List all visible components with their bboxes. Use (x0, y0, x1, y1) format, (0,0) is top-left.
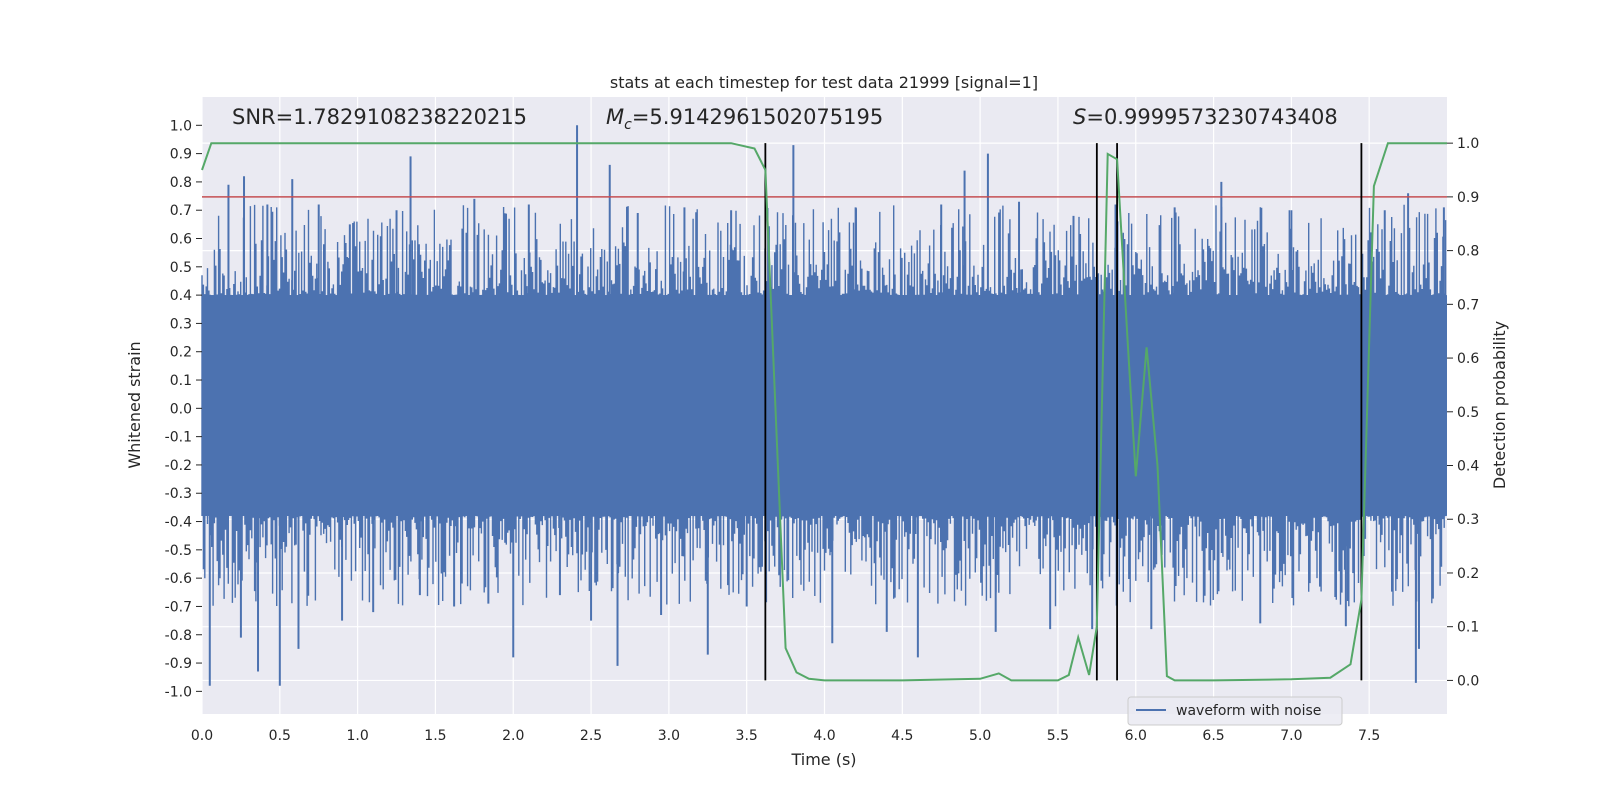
y2-tick-label: 0.8 (1457, 244, 1479, 260)
chirp-mass-subscript: c (624, 117, 632, 133)
x-tick-label: 0.5 (269, 728, 291, 744)
x-tick-label: 3.0 (658, 728, 680, 744)
chirp-mass-symbol: M (606, 105, 624, 129)
chart-title: stats at each timestep for test data 219… (610, 73, 1038, 92)
chirp-mass-value: =5.9142961502075195 (632, 105, 883, 129)
y-tick-label: 0.0 (170, 401, 192, 417)
y-tick-label: 0.8 (170, 175, 192, 191)
x-tick-label: 1.5 (424, 728, 446, 744)
y-tick-label: 0.4 (170, 288, 192, 304)
x-tick-label: 5.0 (969, 728, 991, 744)
x-tick-label: 3.5 (736, 728, 758, 744)
y-tick-label: -0.3 (165, 486, 192, 502)
y-tick-label: 0.3 (170, 316, 192, 332)
s-annotation: S=0.9999573230743408 (1073, 105, 1338, 129)
snr-annotation: SNR=1.7829108238220215 (232, 105, 527, 129)
legend-box (1127, 696, 1343, 726)
y-axis-label: Whitened strain (125, 341, 144, 468)
x-tick-label: 7.5 (1358, 728, 1380, 744)
y2-tick-label: 0.9 (1457, 190, 1479, 206)
x-tick-label: 0.0 (191, 728, 213, 744)
y2-axis-ticks: 1.0 0.9 0.8 0.7 0.6 0.5 0.4 0.3 0.2 0.1 0.0 (1447, 136, 1479, 689)
y2-tick-label: 1.0 (1457, 136, 1479, 152)
y-tick-label: -0.6 (165, 571, 192, 587)
y-tick-label: 0.9 (170, 147, 192, 163)
s-symbol: S (1073, 105, 1086, 129)
y2-tick-label: 0.0 (1457, 673, 1479, 689)
y-axis-ticks: 1.0 0.9 0.8 0.7 0.6 0.5 0.4 0.3 0.2 0.1 0.0 -0.1 -0.… (165, 118, 202, 700)
y-tick-label: 1.0 (170, 118, 192, 134)
x-tick-label: 2.5 (580, 728, 602, 744)
y2-tick-label: 0.1 (1457, 620, 1479, 636)
x-tick-label: 6.5 (1202, 728, 1224, 744)
y2-axis-label: Detection probability (1490, 321, 1509, 489)
y2-tick-label: 0.7 (1457, 297, 1479, 313)
y-tick-label: -0.4 (165, 515, 192, 531)
y-tick-label: -1.0 (165, 684, 192, 700)
x-tick-label: 5.5 (1047, 728, 1069, 744)
waveform-series (201, 125, 1447, 686)
y2-tick-label: 0.5 (1457, 405, 1479, 421)
x-tick-label: 7.0 (1280, 728, 1302, 744)
y-tick-label: 0.6 (170, 232, 192, 248)
detection-probability-line (201, 142, 1447, 682)
y-tick-label: -0.8 (165, 628, 192, 644)
chirp-mass-annotation: Mc=5.9142961502075195 (606, 105, 883, 133)
x-tick-label: 6.0 (1125, 728, 1147, 744)
y2-tick-label: 0.2 (1457, 566, 1479, 582)
s-value: =0.9999573230743408 (1086, 105, 1337, 129)
y-tick-label: 0.2 (170, 345, 192, 361)
y-tick-label: -0.9 (165, 656, 192, 672)
y-tick-label: -0.1 (165, 430, 192, 446)
y-tick-label: 0.5 (170, 260, 192, 276)
legend: waveform with noise (1127, 696, 1343, 726)
y2-tick-label: 0.6 (1457, 351, 1479, 367)
x-tick-label: 1.0 (346, 728, 368, 744)
y-tick-label: 0.7 (170, 203, 192, 219)
y2-tick-label: 0.3 (1457, 512, 1479, 528)
y-tick-label: -0.2 (165, 458, 192, 474)
x-axis-ticks: 0.0 0.5 1.0 1.5 2.0 2.5 3.0 3.5 4.0 4.5 5.0 5.5 6.0 6… (191, 728, 1380, 744)
y-tick-label: -0.5 (165, 543, 192, 559)
x-tick-label: 2.0 (502, 728, 524, 744)
x-tick-label: 4.0 (813, 728, 835, 744)
y-tick-label: -0.7 (165, 599, 192, 615)
y2-tick-label: 0.4 (1457, 459, 1479, 475)
legend-label: waveform with noise (1176, 703, 1321, 719)
x-axis-label: Time (s) (790, 750, 856, 769)
x-tick-label: 4.5 (891, 728, 913, 744)
waveform-noise-spikes (201, 204, 1447, 607)
y-tick-label: 0.1 (170, 373, 192, 389)
